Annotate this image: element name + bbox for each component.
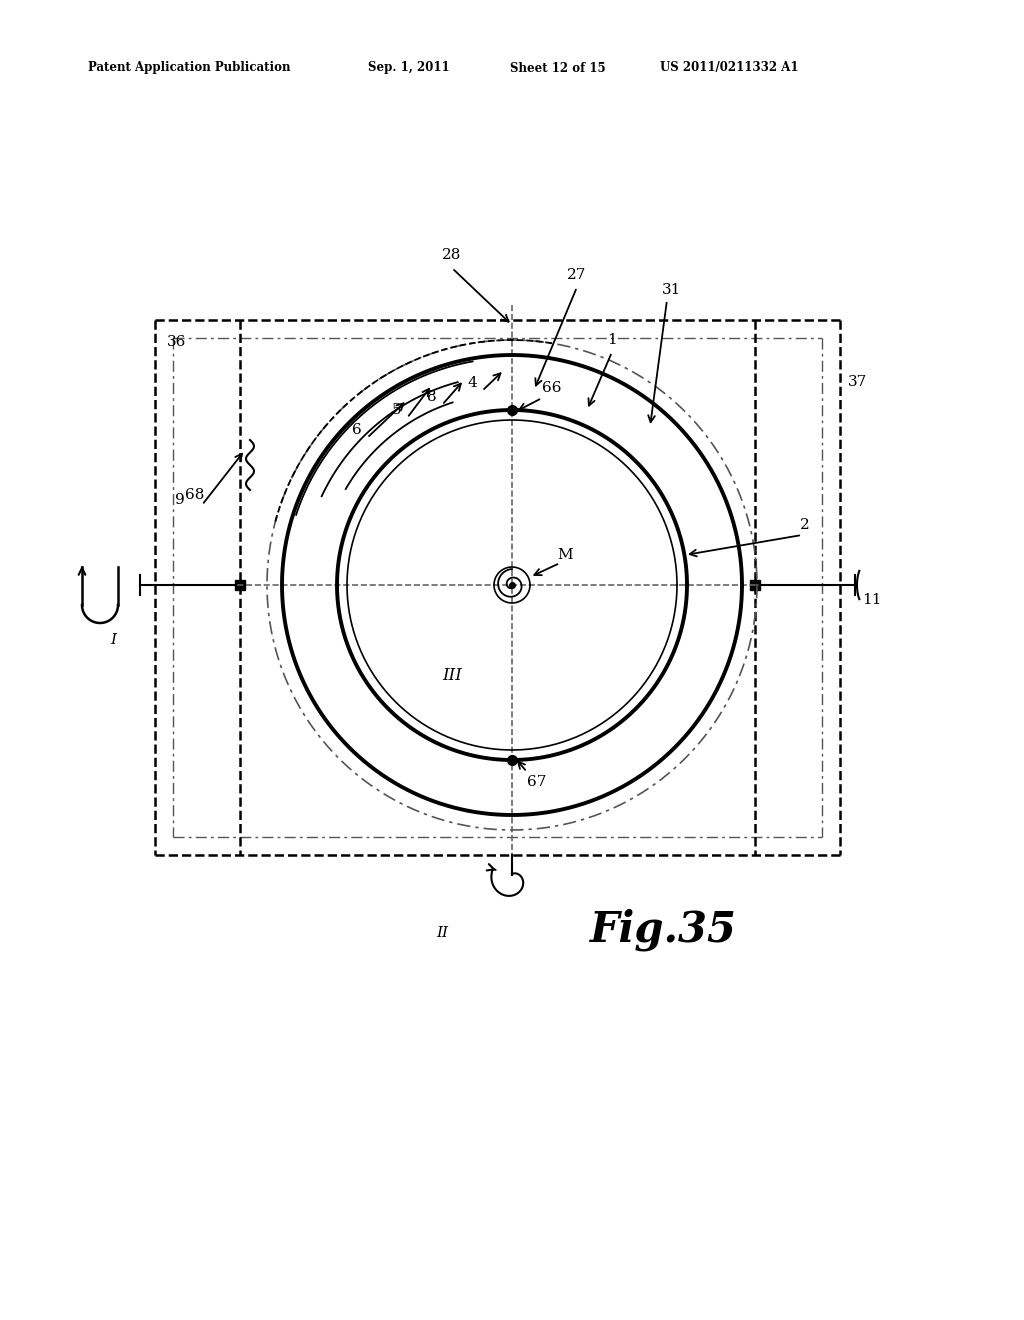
Text: 67: 67 (527, 775, 547, 789)
Text: 8: 8 (427, 389, 437, 404)
Text: 37: 37 (848, 375, 867, 389)
Polygon shape (750, 579, 760, 590)
Text: US 2011/0211332 A1: US 2011/0211332 A1 (660, 62, 799, 74)
Text: III: III (442, 667, 462, 684)
Text: 27: 27 (567, 268, 587, 282)
Text: Fig.35: Fig.35 (590, 908, 737, 952)
Text: 31: 31 (663, 282, 682, 297)
Text: 2: 2 (800, 517, 810, 532)
Text: Sheet 12 of 15: Sheet 12 of 15 (510, 62, 605, 74)
Text: 36: 36 (167, 335, 186, 348)
Text: 66: 66 (542, 381, 561, 395)
Text: Sep. 1, 2011: Sep. 1, 2011 (368, 62, 450, 74)
Text: 1: 1 (607, 333, 616, 347)
Text: 68: 68 (185, 488, 205, 502)
Polygon shape (234, 579, 245, 590)
Text: 9: 9 (175, 492, 185, 507)
Text: 5: 5 (392, 403, 401, 417)
Text: II: II (436, 927, 449, 940)
Text: 11: 11 (862, 593, 882, 607)
Text: 6: 6 (352, 422, 361, 437)
Text: Patent Application Publication: Patent Application Publication (88, 62, 291, 74)
Text: 4: 4 (467, 376, 477, 389)
Text: I: I (110, 634, 116, 647)
Text: M: M (557, 548, 572, 562)
Text: 28: 28 (442, 248, 462, 261)
